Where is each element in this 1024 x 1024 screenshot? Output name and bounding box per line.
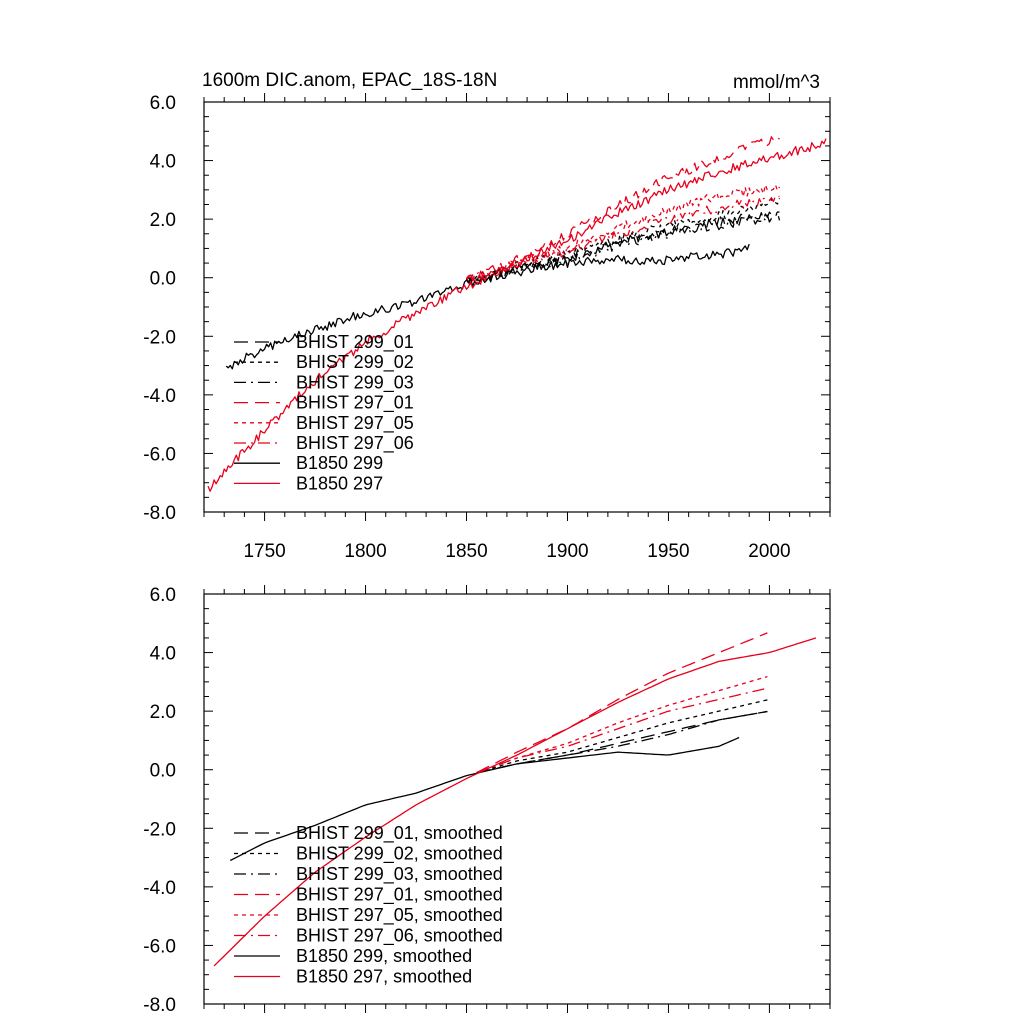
chart-title: 1600m DIC.anom, EPAC_18S-18N	[202, 70, 497, 91]
x-tick-label: 1750	[243, 541, 285, 562]
bottom-series-layer	[213, 632, 817, 967]
y-tick-label: -2.0	[143, 819, 176, 840]
series-line-b1850-299-smoothed	[229, 736, 740, 862]
legend-label: BHIST 299_03, smoothed	[296, 864, 503, 885]
y-tick-label: -4.0	[143, 878, 176, 899]
top-axis-ticks: -8.0 -6.0 -4.0 -2.0 0.0 2.0 4.0 6.0 1750 1800 1850…	[143, 93, 831, 562]
x-tick-label: 1800	[344, 541, 386, 562]
y-tick-label: 4.0	[150, 644, 176, 665]
y-tick-label: -8.0	[143, 503, 176, 524]
legend-label: BHIST 299_02, smoothed	[296, 844, 503, 865]
x-tick-label: 2000	[748, 541, 790, 562]
series-line-bhist-297-01-smoothed	[476, 632, 768, 774]
y-tick-label: 6.0	[150, 585, 176, 606]
legend-label: BHIST 299_01	[296, 332, 414, 353]
y-tick-label: 6.0	[150, 93, 176, 114]
y-tick-label: 2.0	[150, 210, 176, 231]
legend-label: B1850 297, smoothed	[296, 967, 472, 987]
legend-label: BHIST 297_01, smoothed	[296, 885, 503, 906]
legend-label: BHIST 297_05, smoothed	[296, 905, 503, 926]
series-line-bhist-297-06	[466, 195, 780, 281]
y-tick-label: -6.0	[143, 444, 176, 465]
y-tick-label: -2.0	[143, 327, 176, 348]
series-line-bhist-299-02-smoothed	[476, 699, 768, 774]
legend-label: BHIST 297_01	[296, 393, 414, 414]
legend-label: BHIST 299_03	[296, 372, 414, 393]
y-tick-label: 0.0	[150, 269, 176, 290]
y-tick-label: 4.0	[150, 152, 176, 173]
top-chart-panel: 1600m DIC.anom, EPAC_18S-18N mmol/m^3 -8…	[143, 70, 831, 562]
legend-label: BHIST 297_06	[296, 433, 414, 454]
legend-label: BHIST 297_05	[296, 413, 414, 434]
legend-label: B1850 299, smoothed	[296, 946, 472, 966]
series-line-bhist-299-02	[466, 198, 781, 283]
series-line-bhist-297-06-smoothed	[476, 687, 768, 774]
x-tick-label: 1850	[445, 541, 487, 562]
legend-label: B1850 299	[296, 453, 383, 473]
y-tick-label: 0.0	[150, 761, 176, 782]
y-tick-label: -8.0	[143, 995, 176, 1016]
x-tick-label: 1900	[546, 541, 588, 562]
y-tick-label: -6.0	[143, 936, 176, 957]
bottom-axis-ticks: -8.0 -6.0 -4.0 -2.0 0.0 2.0 4.0 6.0	[143, 585, 831, 1016]
series-line-b1850-297-smoothed	[213, 637, 817, 967]
units-label: mmol/m^3	[733, 72, 820, 93]
series-line-bhist-297-05-smoothed	[476, 675, 768, 774]
series-line-b1850-299	[225, 243, 750, 370]
legend-label: BHIST 299_02	[296, 352, 414, 373]
bottom-chart-panel: -8.0 -6.0 -4.0 -2.0 0.0 2.0 4.0 6.0 BHIST 299_0…	[143, 585, 831, 1016]
legend-label: BHIST 297_06, smoothed	[296, 926, 503, 947]
legend-label: BHIST 299_01, smoothed	[296, 823, 503, 844]
y-tick-label: -4.0	[143, 386, 176, 407]
series-line-b1850-297	[207, 138, 827, 492]
series-line-bhist-297-05	[465, 184, 781, 283]
top-series-layer	[207, 136, 827, 492]
y-tick-label: 2.0	[150, 702, 176, 723]
series-line-bhist-299-03	[465, 212, 781, 285]
x-tick-label: 1950	[647, 541, 689, 562]
series-line-bhist-297-01	[466, 136, 780, 282]
legend-label: B1850 297	[296, 473, 383, 493]
